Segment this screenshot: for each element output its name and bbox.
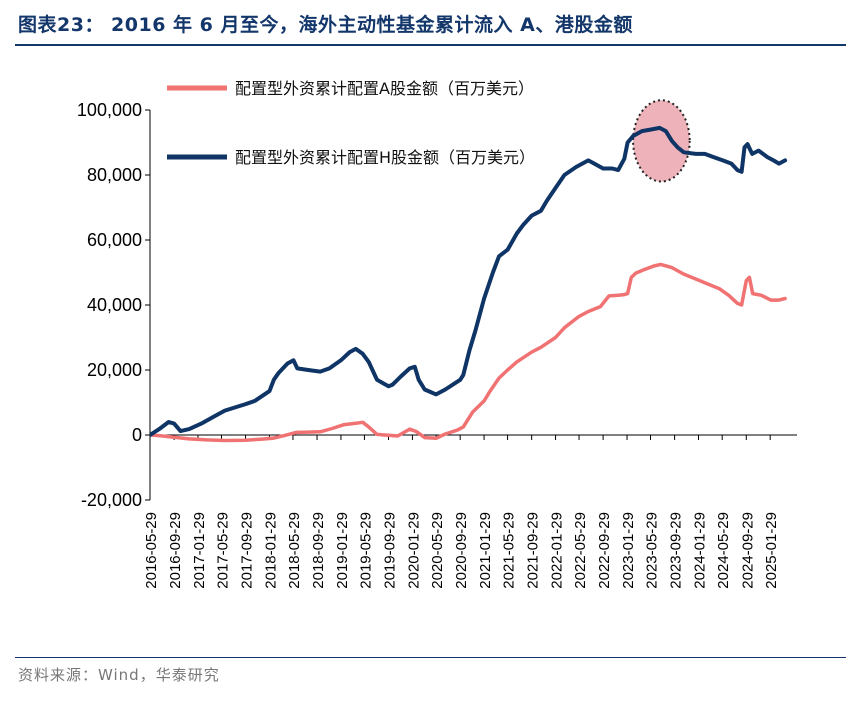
- x-tick-label: 2022-05-29: [572, 512, 589, 589]
- series-a-line: [150, 262, 787, 443]
- highlight-layer: [632, 99, 691, 183]
- series-layer: [150, 125, 788, 443]
- chart-axes: -20,000 0 20,000 40,000 60,000 80,000 100,000 2…: [77, 100, 797, 589]
- x-tick-label: 2024-01-29: [692, 512, 709, 589]
- x-tick-label: 2020-09-29: [453, 512, 470, 589]
- y-tick-label: 0: [132, 425, 142, 445]
- x-tick-label: 2017-01-29: [191, 512, 208, 589]
- x-tick-label: 2019-01-29: [334, 512, 351, 589]
- y-tick-label: 80,000: [87, 165, 142, 185]
- x-tick-label: 2023-09-29: [668, 512, 685, 589]
- x-tick-label: 2024-09-29: [739, 512, 756, 589]
- x-tick-label: 2017-05-29: [214, 512, 231, 589]
- x-tick-label: 2018-05-29: [286, 512, 303, 589]
- x-tick-label: 2019-09-29: [382, 512, 399, 589]
- x-tick-label: 2023-05-29: [644, 512, 661, 589]
- chart-title: 图表23： 2016 年 6 月至今，海外主动性基金累计流入 A、港股金额: [18, 14, 633, 36]
- x-tick-label: 2021-09-29: [525, 512, 542, 589]
- x-tick-label: 2022-01-29: [549, 512, 566, 589]
- chart-legend: 配置型外资累计配置A股金额（百万美元） 配置型外资累计配置H股金额（百万美元）: [167, 79, 535, 167]
- x-tick-label: 2020-05-29: [429, 512, 446, 589]
- x-tick-label: 2022-09-29: [596, 512, 613, 589]
- x-tick-label: 2016-05-29: [143, 512, 160, 589]
- x-tick-label: 2016-09-29: [167, 512, 184, 589]
- x-tick-label: 2019-05-29: [357, 512, 374, 589]
- y-tick-label: 20,000: [87, 360, 142, 380]
- x-tick-label: 2024-05-29: [715, 512, 732, 589]
- title-divider: [15, 44, 846, 46]
- footer-divider: [15, 657, 846, 658]
- y-tick-label: 60,000: [87, 230, 142, 250]
- x-tick-label: 2023-01-29: [620, 512, 637, 589]
- x-tick-label: 2017-09-29: [239, 512, 256, 589]
- legend-item-h-label: 配置型外资累计配置H股金额（百万美元）: [235, 148, 535, 167]
- series-h-line: [150, 125, 788, 437]
- source-note: 资料来源：Wind，华泰研究: [18, 666, 220, 684]
- x-tick-label: 2020-01-29: [405, 512, 422, 589]
- x-tick-label: 2021-05-29: [501, 512, 518, 589]
- y-tick-label: 40,000: [87, 295, 142, 315]
- x-tick-label: 2021-01-29: [477, 512, 494, 589]
- highlight-ellipse: [632, 99, 691, 183]
- x-tick-label: 2018-01-29: [262, 512, 279, 589]
- x-tick-label: 2018-09-29: [310, 512, 327, 589]
- y-tick-label: 100,000: [77, 100, 142, 120]
- y-tick-label: -20,000: [81, 490, 142, 510]
- legend-item-a-label: 配置型外资累计配置A股金额（百万美元）: [235, 79, 534, 98]
- x-tick-label: 2025-01-29: [763, 512, 780, 589]
